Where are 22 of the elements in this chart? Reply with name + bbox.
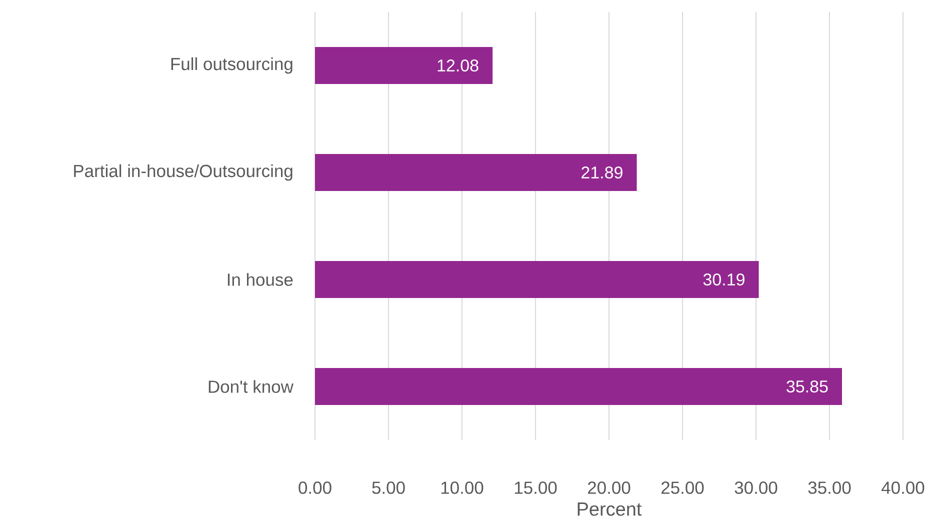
y-tick-label: In house: [228, 273, 293, 286]
x-tick-label: 0.00: [298, 482, 332, 494]
y-tick-label: Partial in-house/Outsourcing: [74, 164, 292, 181]
x-tick-label: 30.00: [734, 482, 778, 494]
bar: [315, 47, 493, 84]
data-label: 35.85: [786, 380, 828, 393]
data-label: 12.08: [438, 59, 478, 72]
x-tick-label: 10.00: [441, 482, 484, 494]
data-label: 30.19: [703, 273, 744, 286]
x-tick-label: 5.00: [372, 482, 405, 494]
data-label: 21.89: [582, 166, 622, 179]
x-axis-title: Percent: [578, 502, 642, 516]
x-tick-label: 35.00: [808, 482, 851, 494]
bar: [315, 154, 637, 192]
bar: [315, 368, 842, 406]
y-tick-label: Full outsourcing: [171, 57, 292, 74]
x-tick-label: 25.00: [661, 482, 704, 494]
x-tick-label: 20.00: [588, 482, 630, 494]
y-tick-label: Don't know: [208, 380, 294, 393]
bar: [315, 261, 759, 298]
x-tick-label: 40.00: [882, 482, 924, 494]
x-tick-label: 15.00: [514, 482, 557, 494]
